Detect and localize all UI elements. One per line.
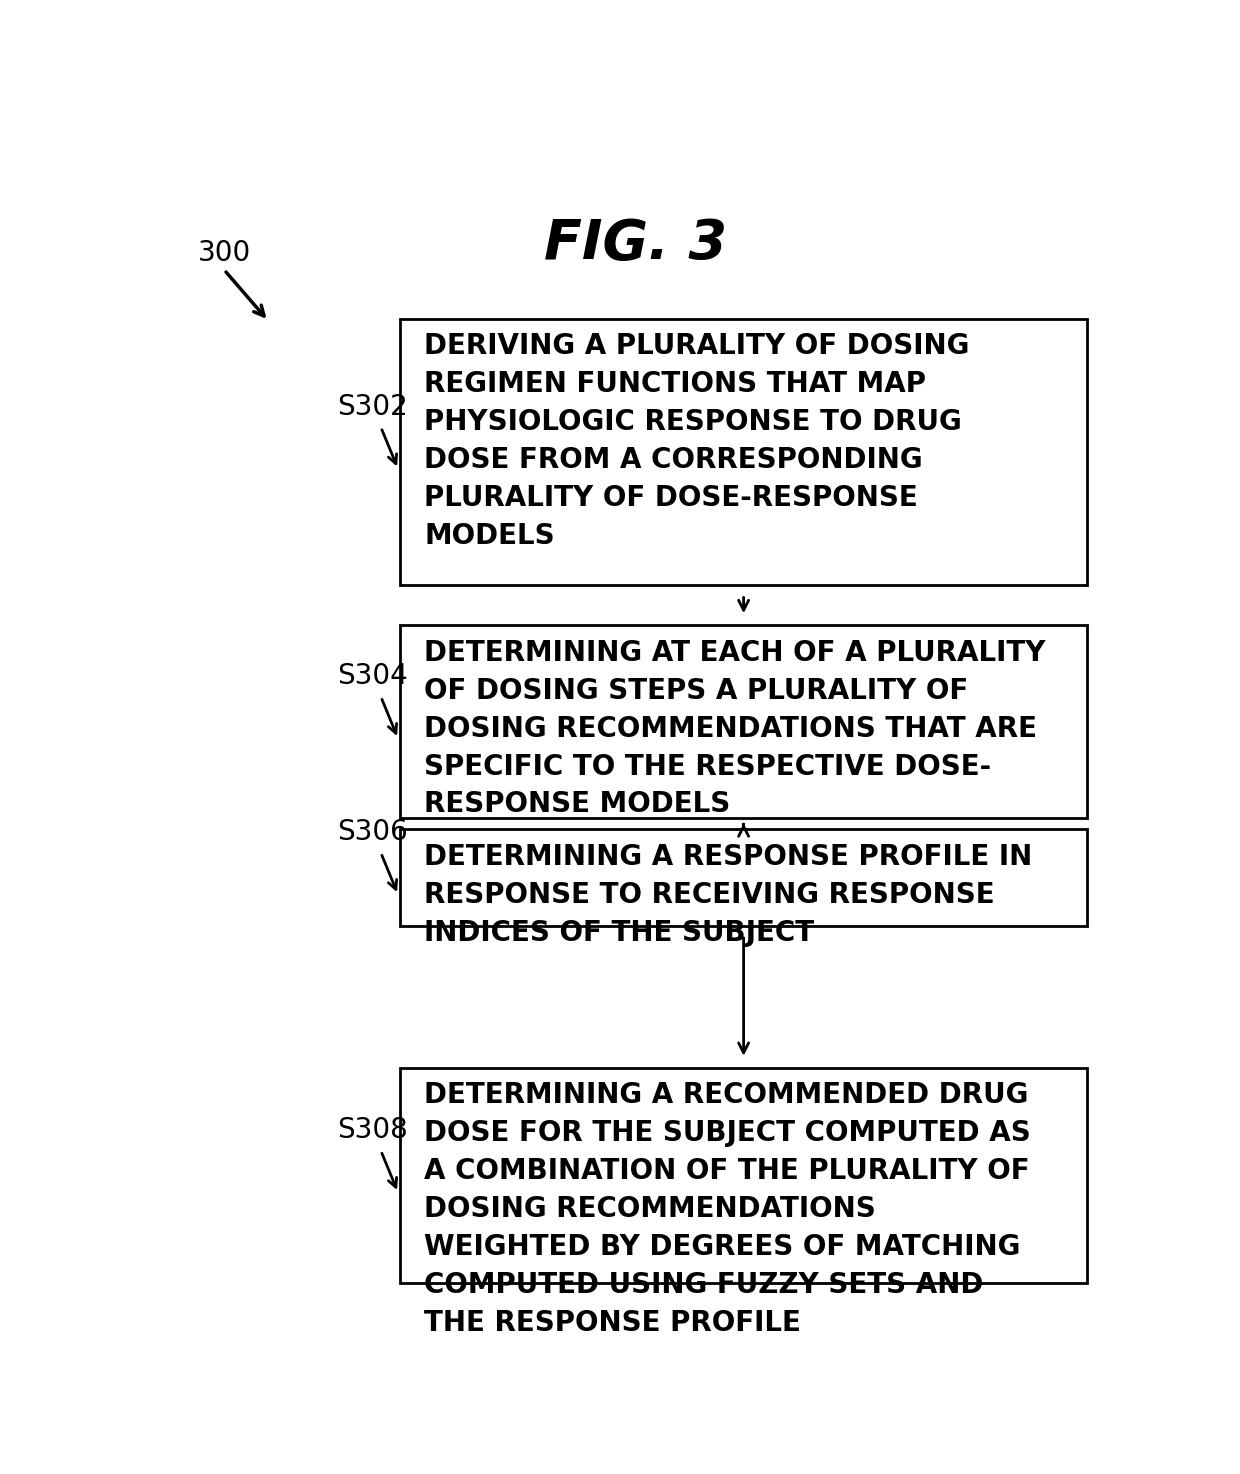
- Bar: [401, 1067, 1087, 1284]
- Text: DETERMINING A RECOMMENDED DRUG
DOSE FOR THE SUBJECT COMPUTED AS
A COMBINATION OF: DETERMINING A RECOMMENDED DRUG DOSE FOR …: [424, 1082, 1030, 1337]
- Text: DERIVING A PLURALITY OF DOSING
REGIMEN FUNCTIONS THAT MAP
PHYSIOLOGIC RESPONSE T: DERIVING A PLURALITY OF DOSING REGIMEN F…: [424, 332, 970, 550]
- Text: S304: S304: [337, 662, 408, 690]
- Text: DETERMINING A RESPONSE PROFILE IN
RESPONSE TO RECEIVING RESPONSE
INDICES OF THE : DETERMINING A RESPONSE PROFILE IN RESPON…: [424, 843, 1033, 946]
- Text: S306: S306: [337, 818, 408, 846]
- Text: S308: S308: [337, 1116, 408, 1144]
- Text: 300: 300: [198, 239, 252, 267]
- Text: DETERMINING AT EACH OF A PLURALITY
OF DOSING STEPS A PLURALITY OF
DOSING RECOMME: DETERMINING AT EACH OF A PLURALITY OF DO…: [424, 638, 1045, 818]
- Text: S302: S302: [337, 392, 408, 420]
- Bar: [401, 830, 1087, 926]
- Bar: [401, 625, 1087, 818]
- Text: FIG. 3: FIG. 3: [544, 217, 727, 271]
- Bar: [401, 318, 1087, 585]
